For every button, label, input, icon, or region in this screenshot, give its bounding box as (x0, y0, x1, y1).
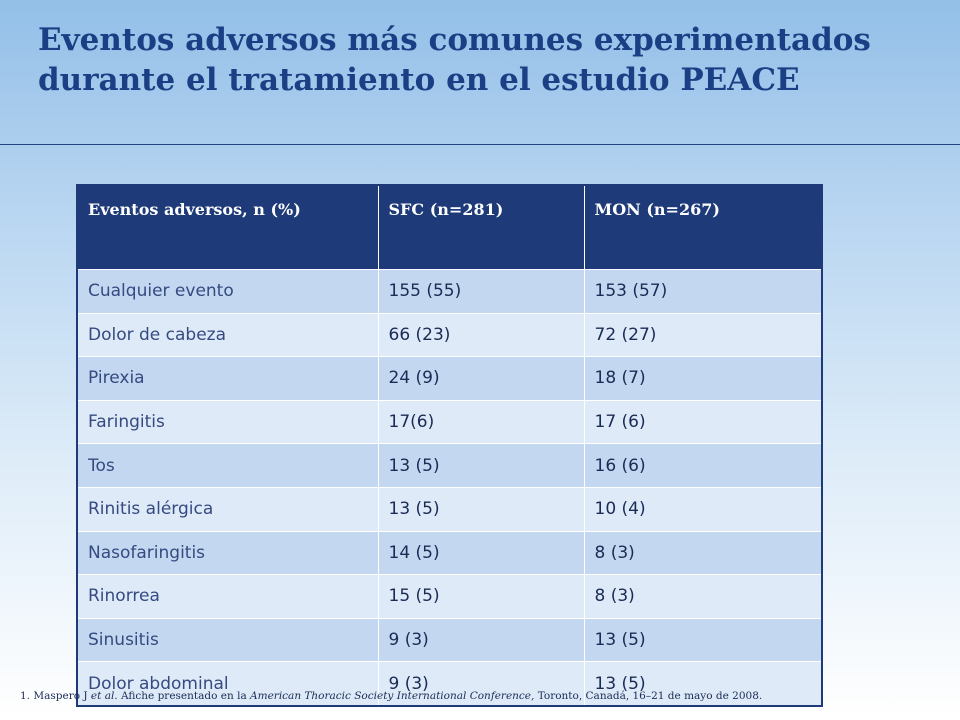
event-cell: Nasofaringitis (76, 530, 379, 576)
footnote-author: 1. Maspero J (20, 690, 91, 702)
adverse-events-table: Eventos adversos, n (%) SFC (n=281) MON … (76, 184, 823, 707)
table-row: Cualquier evento 155 (55) 153 (57) (76, 269, 823, 314)
header-cell-event: Eventos adversos, n (%) (76, 184, 379, 270)
table-row: Pirexia 24 (9) 18 (7) (76, 356, 823, 401)
mon-cell: 13 (5) (583, 617, 823, 663)
sfc-cell: 13 (5) (377, 443, 585, 488)
table-row: Dolor abdominal 9 (3) 13 (5) (76, 661, 823, 707)
header-cell-sfc: SFC (n=281) (377, 184, 585, 270)
mon-cell: 8 (3) (583, 530, 823, 576)
event-cell: Tos (76, 443, 379, 488)
mon-cell: 8 (3) (583, 574, 823, 619)
sfc-cell: 17(6) (377, 399, 585, 445)
header-row: Eventos adversos, n (%) SFC (n=281) MON … (76, 184, 823, 270)
mon-cell: 17 (6) (583, 399, 823, 445)
sfc-cell: 14 (5) (377, 530, 585, 576)
table-row: Tos 13 (5) 16 (6) (76, 443, 823, 488)
table-body: Cualquier evento 155 (55) 153 (57) Dolor… (76, 269, 823, 707)
event-cell: Faringitis (76, 399, 379, 445)
sfc-cell: 15 (5) (377, 574, 585, 619)
event-cell: Rinorrea (76, 574, 379, 619)
mon-cell: 13 (5) (583, 661, 823, 707)
event-cell: Cualquier evento (76, 269, 379, 314)
sfc-cell: 155 (55) (377, 269, 585, 314)
table-row: Nasofaringitis 14 (5) 8 (3) (76, 530, 823, 576)
mon-cell: 72 (27) (583, 312, 823, 358)
event-cell: Pirexia (76, 356, 379, 401)
mon-cell: 18 (7) (583, 356, 823, 401)
event-cell: Rinitis alérgica (76, 486, 379, 532)
sfc-cell: 9 (3) (377, 617, 585, 663)
sfc-cell: 66 (23) (377, 312, 585, 358)
sfc-cell: 13 (5) (377, 486, 585, 532)
slide-title: Eventos adversos más comunes experimenta… (38, 22, 871, 98)
table-row: Dolor de cabeza 66 (23) 72 (27) (76, 312, 823, 358)
event-cell: Dolor abdominal (76, 661, 379, 707)
table-row: Rinitis alérgica 13 (5) 10 (4) (76, 486, 823, 532)
sfc-cell: 24 (9) (377, 356, 585, 401)
footnote-venue: American Thoracic Society International … (250, 690, 535, 702)
table-row: Sinusitis 9 (3) 13 (5) (76, 617, 823, 663)
mon-cell: 153 (57) (583, 269, 823, 314)
mon-cell: 16 (6) (583, 443, 823, 488)
footnote-location-date: Toronto, Canadá, 16–21 de mayo de 2008. (534, 690, 763, 702)
table-row: Faringitis 17(6) 17 (6) (76, 399, 823, 445)
footnote-etal: et al. (90, 690, 118, 702)
mon-cell: 10 (4) (583, 486, 823, 532)
reference-footnote: 1. Maspero J et al. Afiche presentado en… (20, 690, 950, 702)
table-header: Eventos adversos, n (%) SFC (n=281) MON … (76, 184, 823, 270)
event-cell: Dolor de cabeza (76, 312, 379, 358)
table-row: Rinorrea 15 (5) 8 (3) (76, 574, 823, 619)
footnote-text: Afiche presentado en la (117, 690, 251, 702)
title-divider (0, 144, 960, 145)
header-cell-mon: MON (n=267) (583, 184, 823, 270)
event-cell: Sinusitis (76, 617, 379, 663)
